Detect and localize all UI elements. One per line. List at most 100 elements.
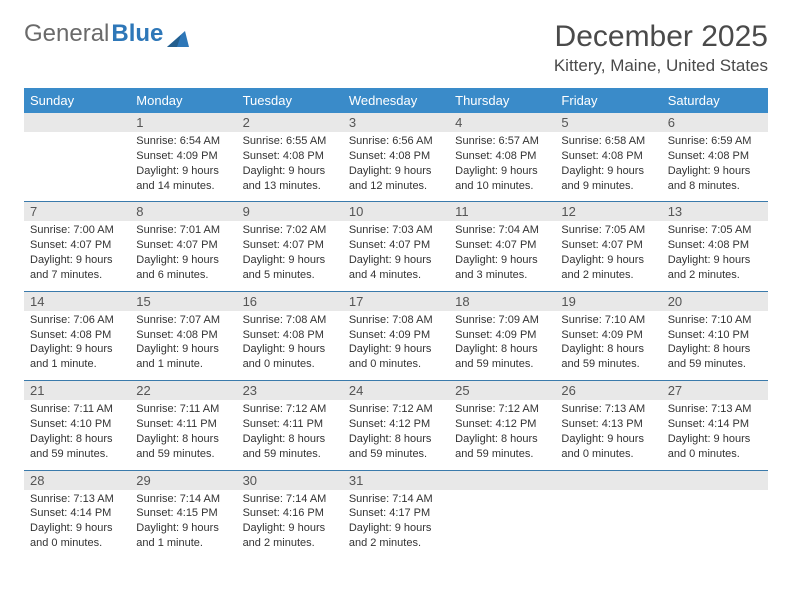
day-detail: Sunrise: 7:08 AMSunset: 4:09 PMDaylight:…: [343, 311, 449, 380]
sunset-text: Sunset: 4:17 PM: [349, 506, 443, 521]
day-number: 21: [24, 381, 130, 400]
sunset-text: Sunset: 4:08 PM: [561, 149, 655, 164]
day-detail: Sunrise: 7:08 AMSunset: 4:08 PMDaylight:…: [237, 311, 343, 380]
sunrise-text: Sunrise: 7:12 AM: [243, 402, 337, 417]
weekday-header-row: Sunday Monday Tuesday Wednesday Thursday…: [24, 88, 768, 113]
day-number: 13: [662, 202, 768, 221]
daylight-text: Daylight: 9 hours and 14 minutes.: [136, 164, 230, 194]
day-detail: Sunrise: 7:13 AMSunset: 4:13 PMDaylight:…: [555, 400, 661, 469]
day-number: 30: [237, 471, 343, 490]
weekday-header: Wednesday: [343, 88, 449, 113]
day-number: 8: [130, 202, 236, 221]
day-detail: [449, 490, 555, 559]
sunset-text: Sunset: 4:08 PM: [349, 149, 443, 164]
daylight-text: Daylight: 9 hours and 0 minutes.: [30, 521, 124, 551]
day-number: 29: [130, 471, 236, 490]
day-detail: Sunrise: 7:11 AMSunset: 4:11 PMDaylight:…: [130, 400, 236, 469]
weekday-header: Sunday: [24, 88, 130, 113]
day-number: 27: [662, 381, 768, 400]
day-number-row: 78910111213: [24, 201, 768, 221]
day-detail: Sunrise: 7:12 AMSunset: 4:12 PMDaylight:…: [343, 400, 449, 469]
sunset-text: Sunset: 4:09 PM: [455, 328, 549, 343]
day-number: 18: [449, 292, 555, 311]
weekday-header: Monday: [130, 88, 236, 113]
daylight-text: Daylight: 8 hours and 59 minutes.: [455, 432, 549, 462]
sunset-text: Sunset: 4:07 PM: [561, 238, 655, 253]
day-number: 20: [662, 292, 768, 311]
day-number: 14: [24, 292, 130, 311]
sunrise-text: Sunrise: 7:06 AM: [30, 313, 124, 328]
day-number: [662, 471, 768, 490]
day-detail-row: Sunrise: 7:13 AMSunset: 4:14 PMDaylight:…: [24, 490, 768, 559]
sunset-text: Sunset: 4:08 PM: [455, 149, 549, 164]
day-number: 31: [343, 471, 449, 490]
sunrise-text: Sunrise: 6:58 AM: [561, 134, 655, 149]
sunset-text: Sunset: 4:15 PM: [136, 506, 230, 521]
sunset-text: Sunset: 4:08 PM: [668, 149, 762, 164]
sunset-text: Sunset: 4:07 PM: [30, 238, 124, 253]
location: Kittery, Maine, United States: [554, 56, 768, 76]
day-number: 2: [237, 113, 343, 132]
sunrise-text: Sunrise: 7:07 AM: [136, 313, 230, 328]
day-number: 9: [237, 202, 343, 221]
daylight-text: Daylight: 9 hours and 0 minutes.: [243, 342, 337, 372]
day-detail: Sunrise: 6:59 AMSunset: 4:08 PMDaylight:…: [662, 132, 768, 201]
sunset-text: Sunset: 4:09 PM: [561, 328, 655, 343]
daylight-text: Daylight: 9 hours and 0 minutes.: [349, 342, 443, 372]
day-number: 6: [662, 113, 768, 132]
daylight-text: Daylight: 9 hours and 5 minutes.: [243, 253, 337, 283]
sunset-text: Sunset: 4:16 PM: [243, 506, 337, 521]
daylight-text: Daylight: 9 hours and 1 minute.: [30, 342, 124, 372]
daylight-text: Daylight: 9 hours and 4 minutes.: [349, 253, 443, 283]
day-detail: [555, 490, 661, 559]
day-detail: Sunrise: 7:13 AMSunset: 4:14 PMDaylight:…: [662, 400, 768, 469]
sunset-text: Sunset: 4:08 PM: [136, 328, 230, 343]
daylight-text: Daylight: 9 hours and 3 minutes.: [455, 253, 549, 283]
sunrise-text: Sunrise: 7:14 AM: [243, 492, 337, 507]
sunset-text: Sunset: 4:09 PM: [349, 328, 443, 343]
day-number: 17: [343, 292, 449, 311]
day-detail: Sunrise: 7:00 AMSunset: 4:07 PMDaylight:…: [24, 221, 130, 290]
day-number-row: 28293031: [24, 470, 768, 490]
day-detail-row: Sunrise: 7:11 AMSunset: 4:10 PMDaylight:…: [24, 400, 768, 469]
sunset-text: Sunset: 4:14 PM: [30, 506, 124, 521]
logo-text-general: General: [24, 20, 109, 48]
daylight-text: Daylight: 9 hours and 1 minute.: [136, 342, 230, 372]
day-detail: Sunrise: 6:57 AMSunset: 4:08 PMDaylight:…: [449, 132, 555, 201]
day-number: 23: [237, 381, 343, 400]
day-detail: Sunrise: 7:01 AMSunset: 4:07 PMDaylight:…: [130, 221, 236, 290]
day-detail-row: Sunrise: 6:54 AMSunset: 4:09 PMDaylight:…: [24, 132, 768, 201]
daylight-text: Daylight: 8 hours and 59 minutes.: [561, 342, 655, 372]
sunrise-text: Sunrise: 7:04 AM: [455, 223, 549, 238]
day-detail: Sunrise: 7:04 AMSunset: 4:07 PMDaylight:…: [449, 221, 555, 290]
daylight-text: Daylight: 9 hours and 7 minutes.: [30, 253, 124, 283]
sunrise-text: Sunrise: 7:12 AM: [349, 402, 443, 417]
daylight-text: Daylight: 9 hours and 13 minutes.: [243, 164, 337, 194]
sunset-text: Sunset: 4:11 PM: [136, 417, 230, 432]
sunrise-text: Sunrise: 7:13 AM: [30, 492, 124, 507]
sunset-text: Sunset: 4:13 PM: [561, 417, 655, 432]
day-number: 4: [449, 113, 555, 132]
sunrise-text: Sunrise: 7:08 AM: [243, 313, 337, 328]
daylight-text: Daylight: 9 hours and 2 minutes.: [668, 253, 762, 283]
sunset-text: Sunset: 4:08 PM: [243, 328, 337, 343]
daylight-text: Daylight: 8 hours and 59 minutes.: [30, 432, 124, 462]
day-number-row: 21222324252627: [24, 380, 768, 400]
sunset-text: Sunset: 4:10 PM: [30, 417, 124, 432]
day-detail: Sunrise: 7:03 AMSunset: 4:07 PMDaylight:…: [343, 221, 449, 290]
day-detail: [662, 490, 768, 559]
weekday-header: Saturday: [662, 88, 768, 113]
sunset-text: Sunset: 4:07 PM: [243, 238, 337, 253]
daylight-text: Daylight: 9 hours and 0 minutes.: [668, 432, 762, 462]
logo: GeneralBlue: [24, 20, 189, 48]
daylight-text: Daylight: 8 hours and 59 minutes.: [349, 432, 443, 462]
sunrise-text: Sunrise: 7:05 AM: [668, 223, 762, 238]
daylight-text: Daylight: 9 hours and 2 minutes.: [243, 521, 337, 551]
day-number: 11: [449, 202, 555, 221]
page-header: GeneralBlue December 2025 Kittery, Maine…: [24, 20, 768, 76]
daylight-text: Daylight: 9 hours and 1 minute.: [136, 521, 230, 551]
day-detail: Sunrise: 7:13 AMSunset: 4:14 PMDaylight:…: [24, 490, 130, 559]
sunrise-text: Sunrise: 7:12 AM: [455, 402, 549, 417]
daylight-text: Daylight: 9 hours and 2 minutes.: [349, 521, 443, 551]
sunrise-text: Sunrise: 7:10 AM: [668, 313, 762, 328]
